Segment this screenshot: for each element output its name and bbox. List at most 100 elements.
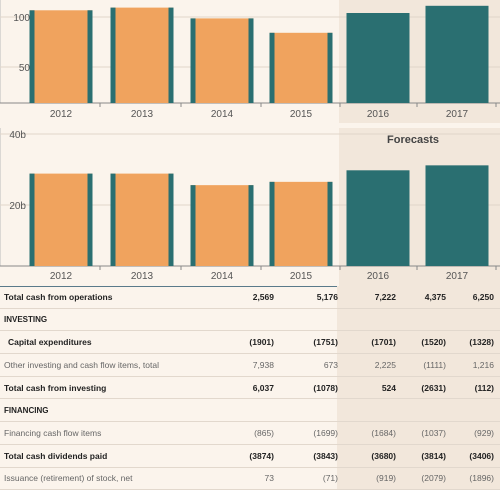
bar-2016	[347, 13, 410, 103]
bar-fill	[111, 174, 174, 266]
table-row: Issuance (retirement) of stock, net 73 (71…	[0, 468, 500, 490]
x-tick-label: 2013	[131, 271, 154, 282]
x-tick-label: 2014	[211, 109, 234, 120]
bar-edge	[328, 33, 333, 103]
cell-value: (3814)	[402, 451, 446, 461]
cell-value: (1701)	[352, 337, 396, 347]
cell-value: (929)	[450, 428, 494, 438]
cell-value: 6,037	[230, 383, 274, 393]
cell-value: (1037)	[402, 428, 446, 438]
forecasts-label: Forecasts	[387, 134, 439, 146]
table-row: Financing cash flow items (865) (1699) (168…	[0, 422, 500, 445]
bar-2017	[426, 6, 489, 103]
table-row: Capital expenditures (1901) (1751) (1701) (1…	[0, 331, 500, 354]
forecast-column-bg	[337, 399, 500, 421]
cell-value: (1328)	[450, 337, 494, 347]
bar-edge	[30, 174, 35, 266]
bar-edge	[111, 8, 116, 103]
bar-fill	[347, 170, 410, 266]
bar-2012	[30, 10, 93, 103]
bar-edge	[30, 10, 35, 103]
cell-value: 673	[294, 360, 338, 370]
bar-edge	[169, 174, 174, 266]
bar-edge	[270, 33, 275, 103]
cell-value: 7,938	[230, 360, 274, 370]
bar-edge	[249, 18, 254, 103]
bar-2015	[270, 182, 333, 266]
bar-fill	[270, 182, 333, 266]
x-tick-label: 2017	[446, 271, 469, 282]
y-tick-label: 20b	[9, 201, 26, 212]
cell-value: 73	[230, 473, 274, 483]
bar-fill	[111, 8, 174, 103]
bar-edge	[191, 18, 196, 103]
x-tick-label: 2017	[446, 109, 469, 120]
bar-fill	[347, 13, 410, 103]
x-tick-label: 2015	[290, 271, 313, 282]
bar-edge	[169, 8, 174, 103]
bar-edge	[88, 174, 93, 266]
y-tick-label: 50	[19, 63, 31, 74]
table-row: INVESTING	[0, 309, 500, 332]
x-tick-label: 2016	[367, 109, 390, 120]
y-tick-label: 100	[13, 13, 30, 24]
bar-fill	[270, 33, 333, 103]
cell-value: (2079)	[402, 473, 446, 483]
table-row: FINANCING	[0, 399, 500, 422]
bar-fill	[426, 165, 489, 266]
cell-value: 5,176	[294, 292, 338, 302]
table-row: Other investing and cash flow items, tot…	[0, 354, 500, 377]
cell-value: (71)	[294, 473, 338, 483]
cell-value: (1684)	[352, 428, 396, 438]
cell-value: (1520)	[402, 337, 446, 347]
x-tick-label: 2014	[211, 271, 234, 282]
bar-fill	[30, 174, 93, 266]
x-tick-label: 2012	[50, 271, 73, 282]
cell-value: 1,216	[450, 360, 494, 370]
cell-value: 2,225	[352, 360, 396, 370]
row-label: Capital expenditures	[8, 337, 92, 347]
cell-value: 524	[352, 383, 396, 393]
cell-value: (1699)	[294, 428, 338, 438]
cell-value: (112)	[450, 383, 494, 393]
x-tick-label: 2013	[131, 109, 154, 120]
charts: 2012 2013 2014 2015 2016 2017 50 100 2012 2013 201…	[0, 0, 500, 290]
row-label: FINANCING	[4, 406, 48, 415]
cell-value: (3874)	[230, 451, 274, 461]
bar-2013	[111, 8, 174, 103]
cell-value: 7,222	[352, 292, 396, 302]
bar-edge	[191, 185, 196, 266]
row-label: Total cash dividends paid	[4, 451, 107, 461]
cell-value: (2631)	[402, 383, 446, 393]
cell-value: 2,569	[230, 292, 274, 302]
bar-edge	[270, 182, 275, 266]
x-tick-label: 2015	[290, 109, 313, 120]
x-tick-label: 2012	[50, 109, 73, 120]
cell-value: (3406)	[450, 451, 494, 461]
table-row: Total cash dividends paid (3874) (3843) (36…	[0, 445, 500, 468]
bar-fill	[30, 10, 93, 103]
bar-2014	[191, 185, 254, 266]
bar-fill	[191, 18, 254, 103]
row-label: Other investing and cash flow items, tot…	[4, 360, 159, 370]
cell-value: (3680)	[352, 451, 396, 461]
cell-value: (1896)	[450, 473, 494, 483]
bar-fill	[191, 185, 254, 266]
bar-edge	[249, 185, 254, 266]
y-tick-label: 40b	[9, 130, 26, 141]
bar-2013	[111, 174, 174, 266]
row-label: Total cash from investing	[4, 383, 106, 393]
cell-value: (3843)	[294, 451, 338, 461]
bar-2012	[30, 174, 93, 266]
cell-value: (1751)	[294, 337, 338, 347]
row-label: Issuance (retirement) of stock, net	[4, 473, 133, 483]
row-label: Financing cash flow items	[4, 428, 101, 438]
cell-value: (1901)	[230, 337, 274, 347]
cell-value: (1078)	[294, 383, 338, 393]
cell-value: (865)	[230, 428, 274, 438]
table-row: Total cash from investing 6,037 (1078) 524 (…	[0, 377, 500, 400]
bar-edge	[328, 182, 333, 266]
cell-value: (1111)	[402, 360, 446, 370]
